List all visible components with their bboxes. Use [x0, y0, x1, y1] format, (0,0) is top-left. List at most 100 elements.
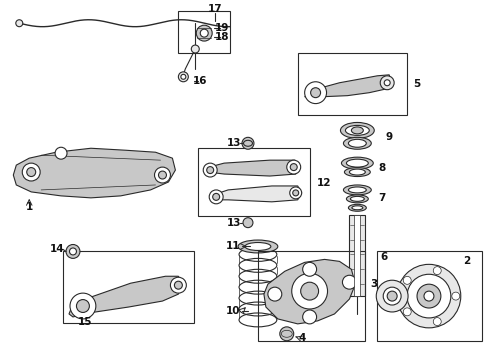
- Text: 7: 7: [379, 193, 386, 203]
- Circle shape: [287, 160, 301, 174]
- Circle shape: [203, 163, 217, 177]
- Circle shape: [305, 82, 326, 104]
- Ellipse shape: [346, 195, 368, 203]
- Polygon shape: [305, 75, 391, 99]
- Bar: [63, 251, 195, 323]
- Circle shape: [22, 163, 40, 181]
- Circle shape: [178, 72, 188, 82]
- Circle shape: [242, 137, 254, 149]
- Ellipse shape: [245, 243, 271, 251]
- Circle shape: [384, 80, 390, 86]
- Text: 10: 10: [226, 306, 240, 316]
- Text: 13: 13: [227, 218, 241, 228]
- Circle shape: [303, 310, 317, 324]
- Polygon shape: [210, 186, 302, 202]
- Bar: [354, 215, 360, 296]
- Circle shape: [200, 29, 208, 37]
- Polygon shape: [13, 148, 175, 198]
- Polygon shape: [69, 276, 182, 317]
- Circle shape: [207, 167, 214, 174]
- Text: 15: 15: [77, 317, 92, 327]
- Text: 2: 2: [463, 256, 470, 266]
- Text: 4: 4: [299, 333, 306, 343]
- Ellipse shape: [348, 139, 367, 147]
- Circle shape: [452, 292, 460, 300]
- Circle shape: [158, 171, 167, 179]
- Circle shape: [383, 287, 401, 305]
- Bar: [178, 11, 230, 53]
- Text: 6: 6: [381, 252, 388, 262]
- Text: 16: 16: [193, 76, 207, 86]
- Circle shape: [55, 147, 67, 159]
- Ellipse shape: [349, 169, 366, 175]
- Circle shape: [417, 284, 441, 308]
- Ellipse shape: [343, 137, 371, 149]
- Circle shape: [66, 244, 80, 258]
- Circle shape: [403, 276, 411, 284]
- Ellipse shape: [345, 125, 369, 135]
- Text: 18: 18: [215, 32, 229, 42]
- Ellipse shape: [346, 159, 368, 167]
- Text: 11: 11: [226, 242, 240, 252]
- Text: 19: 19: [215, 23, 229, 33]
- Circle shape: [311, 88, 320, 98]
- Text: 17: 17: [208, 4, 222, 14]
- Circle shape: [213, 193, 220, 201]
- Circle shape: [243, 218, 253, 228]
- Ellipse shape: [343, 185, 371, 195]
- Circle shape: [397, 264, 461, 328]
- Polygon shape: [264, 260, 355, 324]
- Circle shape: [174, 281, 182, 289]
- Circle shape: [16, 20, 23, 27]
- Circle shape: [343, 275, 356, 289]
- Ellipse shape: [348, 187, 367, 193]
- Circle shape: [424, 291, 434, 301]
- Bar: [198, 148, 310, 216]
- Text: 13: 13: [227, 138, 241, 148]
- Circle shape: [407, 274, 451, 318]
- Text: 14: 14: [50, 244, 64, 255]
- Circle shape: [433, 267, 441, 275]
- Circle shape: [290, 187, 302, 199]
- Text: 5: 5: [414, 79, 420, 89]
- Text: 8: 8: [379, 163, 386, 173]
- Circle shape: [191, 45, 199, 53]
- Circle shape: [70, 293, 96, 319]
- Circle shape: [280, 327, 294, 341]
- Bar: [377, 251, 482, 341]
- Circle shape: [181, 74, 186, 79]
- Circle shape: [403, 308, 411, 316]
- Circle shape: [293, 190, 299, 196]
- Circle shape: [154, 167, 171, 183]
- Text: 1: 1: [25, 202, 33, 212]
- Text: 12: 12: [318, 178, 332, 188]
- Text: 3: 3: [370, 279, 378, 289]
- Ellipse shape: [348, 204, 367, 211]
- Ellipse shape: [352, 206, 363, 210]
- Ellipse shape: [350, 196, 365, 201]
- Circle shape: [433, 318, 441, 325]
- Circle shape: [301, 282, 318, 300]
- Circle shape: [76, 300, 89, 312]
- Bar: [349, 215, 366, 296]
- Circle shape: [303, 262, 317, 276]
- Circle shape: [380, 76, 394, 90]
- Bar: [298, 53, 407, 114]
- Ellipse shape: [238, 240, 278, 253]
- Polygon shape: [205, 160, 300, 176]
- Ellipse shape: [342, 157, 373, 169]
- Ellipse shape: [344, 168, 370, 176]
- Circle shape: [290, 164, 297, 171]
- Circle shape: [292, 273, 327, 309]
- Circle shape: [387, 291, 397, 301]
- Text: 9: 9: [386, 132, 393, 142]
- Ellipse shape: [351, 127, 363, 134]
- Circle shape: [70, 248, 76, 255]
- Circle shape: [376, 280, 408, 312]
- Circle shape: [196, 25, 212, 41]
- Ellipse shape: [341, 122, 374, 138]
- Circle shape: [171, 277, 186, 293]
- Circle shape: [268, 287, 282, 301]
- Circle shape: [27, 168, 36, 176]
- Bar: [258, 251, 366, 341]
